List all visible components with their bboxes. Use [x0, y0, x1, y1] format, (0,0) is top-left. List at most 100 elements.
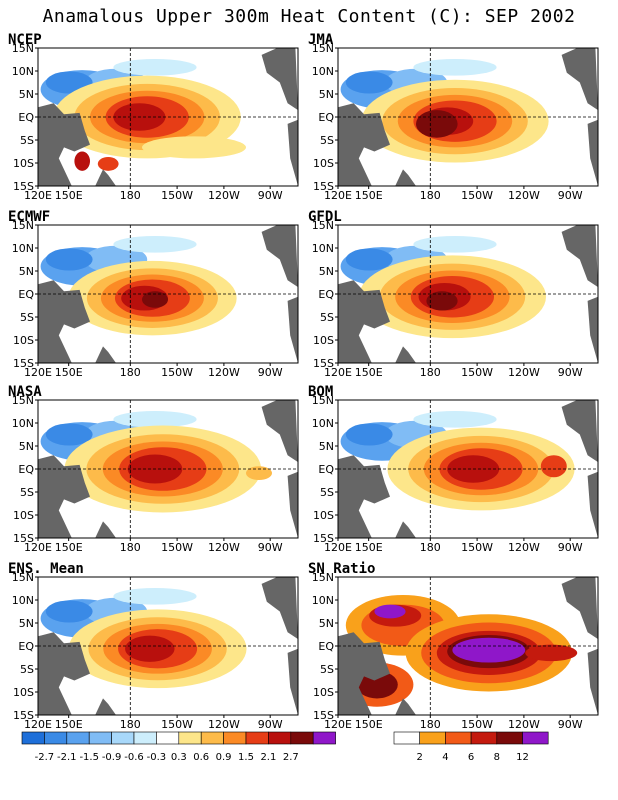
colorbar-sn-swatch — [393, 731, 421, 745]
colorbar-anomaly-swatch — [223, 731, 247, 745]
colorbar-anomaly-label: 2.1 — [260, 752, 276, 763]
y-tick-label: 5S — [20, 663, 34, 676]
x-tick-label: 120W — [508, 541, 540, 554]
colorbar-anomaly-swatch — [44, 731, 68, 745]
field-contour — [416, 110, 458, 138]
x-tick-label: 120E — [24, 366, 52, 379]
land-mass — [561, 48, 598, 111]
land-mass — [395, 698, 416, 715]
y-tick-label: EQ — [18, 111, 34, 124]
land-mass — [587, 119, 598, 186]
field-contour — [45, 248, 93, 271]
x-tick-label: 120E — [324, 541, 352, 554]
panel-sn-ratio: SN Ratio 15N 10N 5N EQ 5S 10S 15S 120E 150E 180 150… — [300, 561, 600, 753]
y-tick-label: 10S — [13, 509, 34, 522]
colorbar-anomaly-swatch — [133, 731, 157, 745]
x-tick-label: 90W — [558, 366, 583, 379]
y-tick-label: 5S — [20, 486, 34, 499]
land-mass — [338, 632, 390, 715]
x-tick-label: 120E — [24, 189, 52, 202]
x-tick-label: 150E — [355, 189, 383, 202]
land-mass — [38, 280, 90, 363]
y-tick-label: EQ — [18, 463, 34, 476]
land-mass — [561, 577, 598, 640]
y-tick-label: 10N — [12, 417, 34, 430]
y-tick-label: 15S — [313, 709, 334, 722]
colorbar-anomaly-swatch — [245, 731, 269, 745]
y-tick-label: 5N — [19, 88, 34, 101]
land-mass — [287, 471, 298, 538]
y-tick-label: 10S — [313, 157, 334, 170]
land-mass — [561, 400, 598, 463]
y-tick-label: 10S — [13, 157, 34, 170]
colorbar-svg: -2.7 -2.1 -1.5 -0.9 -0.6 -0.3 0.3 0.6 0.9 1.5 2.1 2… — [21, 731, 549, 763]
y-tick-label: 15S — [13, 357, 34, 370]
land-mass — [395, 346, 416, 363]
x-tick-label: 180 — [120, 541, 141, 554]
land-mass — [338, 280, 390, 363]
land-mass — [261, 48, 298, 111]
colorbar-sn-swatch — [445, 731, 472, 745]
y-tick-label: 5S — [320, 311, 334, 324]
field-contour — [97, 157, 119, 171]
field-contour — [45, 423, 93, 446]
y-tick-label: EQ — [18, 288, 34, 301]
y-tick-label: 15N — [12, 42, 34, 55]
x-tick-label: 150E — [55, 189, 83, 202]
colorbar-anomaly-swatch — [178, 731, 202, 745]
land-mass — [95, 521, 116, 538]
colorbar-anomaly-label: 2.7 — [283, 752, 299, 763]
colorbar-anomaly-label: -0.3 — [147, 752, 167, 763]
panel-title: SN Ratio — [308, 561, 376, 577]
land-mass — [287, 296, 298, 363]
colorbar-anomaly-label: 1.5 — [238, 752, 254, 763]
colorbar-anomaly-label: 0.6 — [193, 752, 209, 763]
colorbar-sn-label: 2 — [417, 752, 423, 763]
x-tick-label: 120W — [508, 366, 540, 379]
y-tick-label: 10N — [312, 65, 334, 78]
y-tick-label: 15S — [13, 532, 34, 545]
x-tick-label: 90W — [558, 718, 583, 731]
colorbar-anomaly-swatch — [268, 731, 292, 745]
x-tick-label: 120W — [208, 366, 240, 379]
y-tick-label: EQ — [318, 463, 334, 476]
colorbar-anomaly-swatch — [66, 731, 90, 745]
x-tick-label: 120W — [208, 541, 240, 554]
panel-ens-mean: ENS. Mean 15N 10N 5N EQ 5S 10S 15S 120E 150E 180 15… — [0, 561, 300, 753]
colorbar-anomaly-swatch — [21, 731, 45, 745]
y-tick-label: 10N — [312, 417, 334, 430]
y-tick-label: 10N — [12, 242, 34, 255]
colorbar-sn-label: 12 — [516, 752, 529, 763]
x-tick-label: 120E — [24, 541, 52, 554]
land-mass — [261, 400, 298, 463]
y-tick-label: 5S — [20, 311, 34, 324]
x-tick-label: 90W — [558, 189, 583, 202]
y-tick-label: 15S — [313, 532, 334, 545]
x-tick-label: 150E — [355, 366, 383, 379]
x-tick-label: 150E — [55, 366, 83, 379]
colorbar-anomaly-label: 0.3 — [171, 752, 187, 763]
x-tick-label: 150E — [55, 718, 83, 731]
field-contour — [413, 236, 497, 253]
land-mass — [95, 698, 116, 715]
colorbar-sn-label: 8 — [494, 752, 500, 763]
x-tick-label: 120W — [208, 189, 240, 202]
x-tick-label: 150W — [161, 189, 193, 202]
x-tick-label: 180 — [420, 541, 441, 554]
y-tick-label: 5N — [19, 617, 34, 630]
field-contour — [426, 291, 458, 311]
y-tick-label: 5N — [319, 88, 334, 101]
field-contour — [125, 635, 175, 662]
y-tick-label: 15N — [12, 571, 34, 584]
colorbar-anomaly-swatch — [156, 731, 180, 745]
x-tick-label: 150E — [355, 718, 383, 731]
y-tick-label: 5N — [19, 440, 34, 453]
land-mass — [338, 103, 390, 186]
panel-jma: JMA 15N 10N 5N EQ 5S 10S 15S 120E 150E 180 150W 120W… — [300, 32, 600, 224]
x-tick-label: 150W — [161, 366, 193, 379]
y-tick-label: EQ — [318, 111, 334, 124]
x-tick-label: 150W — [161, 541, 193, 554]
